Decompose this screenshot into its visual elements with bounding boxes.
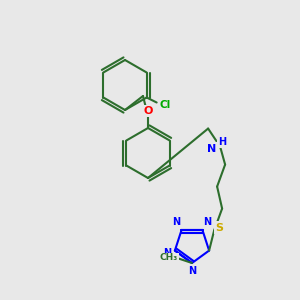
Text: N: N <box>208 144 217 154</box>
Text: O: O <box>143 106 153 116</box>
Text: H: H <box>218 136 226 147</box>
Text: CH₃: CH₃ <box>160 254 178 262</box>
Text: N: N <box>172 218 181 227</box>
Text: N: N <box>163 248 171 258</box>
Text: N: N <box>203 218 211 227</box>
Text: Cl: Cl <box>159 100 170 110</box>
Text: S: S <box>215 223 223 232</box>
Text: N: N <box>188 266 196 276</box>
